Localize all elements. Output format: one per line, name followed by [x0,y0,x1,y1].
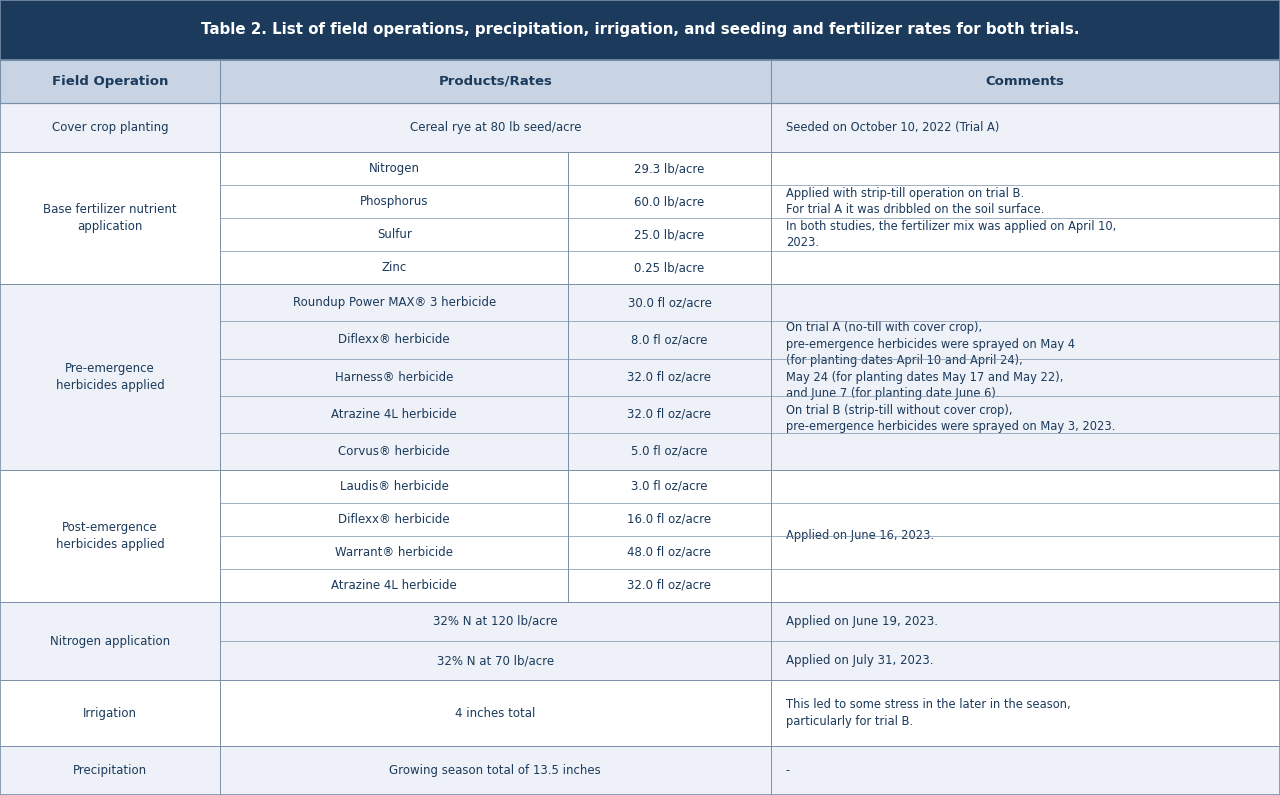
Text: Warrant® herbicide: Warrant® herbicide [335,546,453,559]
Text: 32% N at 120 lb/acre: 32% N at 120 lb/acre [433,615,558,628]
Text: Phosphorus: Phosphorus [360,196,429,208]
Text: 8.0 fl oz/acre: 8.0 fl oz/acre [631,333,708,347]
Text: Comments: Comments [986,75,1065,88]
Text: Atrazine 4L herbicide: Atrazine 4L herbicide [332,408,457,421]
Text: 16.0 fl oz/acre: 16.0 fl oz/acre [627,513,712,526]
Text: Laudis® herbicide: Laudis® herbicide [339,480,449,493]
Text: Applied on July 31, 2023.: Applied on July 31, 2023. [786,654,933,667]
Bar [0,0,1280,60]
Text: Nitrogen application: Nitrogen application [50,634,170,648]
Text: Harness® herbicide: Harness® herbicide [335,370,453,383]
Text: 3.0 fl oz/acre: 3.0 fl oz/acre [631,480,708,493]
Text: Corvus® herbicide: Corvus® herbicide [338,445,451,458]
Text: Sulfur: Sulfur [376,228,412,241]
Text: Cover crop planting: Cover crop planting [51,122,169,134]
Text: 0.25 lb/acre: 0.25 lb/acre [635,262,704,274]
Text: Precipitation: Precipitation [73,764,147,777]
Text: 5.0 fl oz/acre: 5.0 fl oz/acre [631,445,708,458]
Text: 32.0 fl oz/acre: 32.0 fl oz/acre [627,579,712,592]
Text: -: - [786,764,790,777]
Text: Growing season total of 13.5 inches: Growing season total of 13.5 inches [389,764,602,777]
Text: 32.0 fl oz/acre: 32.0 fl oz/acre [627,408,712,421]
Text: Irrigation: Irrigation [83,707,137,719]
Text: This led to some stress in the later in the season,
particularly for trial B.: This led to some stress in the later in … [786,698,1070,728]
Bar [0,470,1280,602]
Text: Nitrogen: Nitrogen [369,162,420,175]
Text: 32.0 fl oz/acre: 32.0 fl oz/acre [627,370,712,383]
Text: 48.0 fl oz/acre: 48.0 fl oz/acre [627,546,712,559]
Text: Field Operation: Field Operation [52,75,168,88]
Text: On trial A (no-till with cover crop),
pre-emergence herbicides were sprayed on M: On trial A (no-till with cover crop), pr… [786,321,1115,433]
Text: 4 inches total: 4 inches total [456,707,535,719]
Text: Products/Rates: Products/Rates [439,75,552,88]
Text: 60.0 lb/acre: 60.0 lb/acre [635,196,704,208]
Bar [0,284,1280,470]
Text: Post-emergence
herbicides applied: Post-emergence herbicides applied [56,522,164,551]
Bar [0,152,1280,284]
Text: Seeded on October 10, 2022 (Trial A): Seeded on October 10, 2022 (Trial A) [786,122,1000,134]
Text: Base fertilizer nutrient
application: Base fertilizer nutrient application [44,204,177,233]
Text: Table 2. List of field operations, precipitation, irrigation, and seeding and fe: Table 2. List of field operations, preci… [201,22,1079,37]
Text: Pre-emergence
herbicides applied: Pre-emergence herbicides applied [56,363,164,392]
Bar [0,103,1280,152]
Text: Diflexx® herbicide: Diflexx® herbicide [338,333,451,347]
Text: Cereal rye at 80 lb seed/acre: Cereal rye at 80 lb seed/acre [410,122,581,134]
Text: Applied on June 19, 2023.: Applied on June 19, 2023. [786,615,938,628]
Bar [0,60,1280,103]
Bar [0,747,1280,795]
Text: Roundup Power MAX® 3 herbicide: Roundup Power MAX® 3 herbicide [293,297,495,309]
Text: 25.0 lb/acre: 25.0 lb/acre [635,228,704,241]
Text: Applied with strip-till operation on trial B.
For trial A it was dribbled on the: Applied with strip-till operation on tri… [786,187,1116,250]
Text: Diflexx® herbicide: Diflexx® herbicide [338,513,451,526]
Bar [0,602,1280,681]
Text: 32% N at 70 lb/acre: 32% N at 70 lb/acre [436,654,554,667]
Text: Zinc: Zinc [381,262,407,274]
Bar [0,681,1280,747]
Text: Applied on June 16, 2023.: Applied on June 16, 2023. [786,529,934,542]
Text: 29.3 lb/acre: 29.3 lb/acre [635,162,704,175]
Text: Atrazine 4L herbicide: Atrazine 4L herbicide [332,579,457,592]
Text: 30.0 fl oz/acre: 30.0 fl oz/acre [627,297,712,309]
